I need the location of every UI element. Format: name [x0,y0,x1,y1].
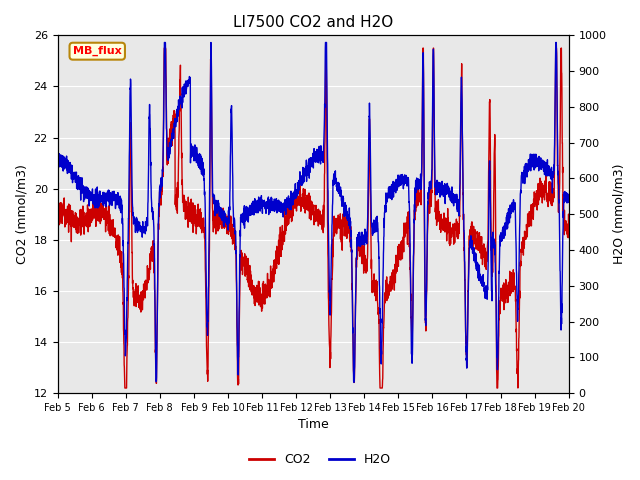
CO2 [500,307,508,312]
H2O [272,202,280,208]
CO2 [555,200,563,206]
X-axis label: Time: Time [298,419,328,432]
CO2 [112,233,120,239]
Text: MB_flux: MB_flux [73,46,122,56]
Title: LI7500 CO2 and H2O: LI7500 CO2 and H2O [233,15,393,30]
H2O [500,223,508,229]
H2O [161,40,168,46]
CO2 [161,45,168,51]
H2O [565,197,573,203]
CO2 [565,222,573,228]
CO2 [143,282,150,288]
Legend: CO2, H2O: CO2, H2O [244,448,396,471]
Y-axis label: H2O (mmol/m3): H2O (mmol/m3) [612,164,625,264]
CO2 [54,204,61,210]
H2O [142,222,150,228]
H2O [112,192,120,198]
Line: CO2: CO2 [58,48,569,388]
H2O [350,380,358,385]
H2O [250,203,257,209]
Line: H2O: H2O [58,43,569,383]
H2O [555,197,563,203]
CO2 [121,385,129,391]
Y-axis label: CO2 (mmol/m3): CO2 (mmol/m3) [15,164,28,264]
H2O [54,158,61,164]
CO2 [250,295,258,300]
CO2 [272,254,280,260]
